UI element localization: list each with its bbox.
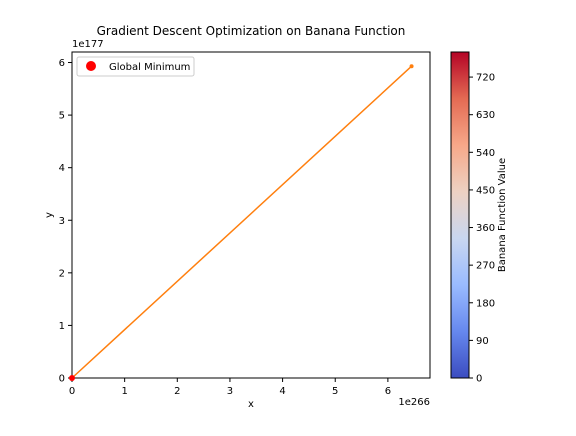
legend-marker-global-minimum: [86, 61, 96, 71]
x-tick-label: 4: [279, 386, 285, 397]
legend-box: [76, 56, 195, 77]
colorbar-tick-label: 450: [476, 185, 495, 196]
x-tick-label: 0: [69, 386, 75, 397]
colorbar-tick-label: 720: [476, 73, 495, 84]
global-minimum-point: [69, 375, 75, 381]
y-tick-label: 5: [59, 111, 65, 122]
colorbar-frame: [450, 51, 470, 379]
legend: Global Minimum: [76, 56, 195, 77]
x-axis-label: x: [248, 399, 254, 410]
x-tick-label: 2: [174, 386, 180, 397]
colorbar-gradient: [451, 52, 469, 378]
colorbar-tick-label: 360: [476, 223, 495, 234]
series-line: [71, 65, 413, 379]
x-axis-ticks: 0 1 2 3 4 5 6: [69, 378, 391, 397]
colorbar-tick-label: 0: [476, 374, 482, 385]
x-offset-text: 1e266: [398, 397, 430, 408]
colorbar-tick-label: 630: [476, 110, 495, 121]
x-tick-label: 3: [227, 386, 233, 397]
colorbar-tick-label: 180: [476, 298, 495, 309]
y-tick-label: 0: [59, 374, 65, 385]
y-axis-ticks: 0 1 2 3 4 5 6: [59, 58, 72, 385]
colorbar-tick-label: 90: [476, 336, 489, 347]
colorbar-label: Banana Function Value: [497, 158, 508, 272]
y-axis-label: y: [44, 212, 55, 218]
series-point: [409, 64, 414, 69]
colorbar-ticks: 0 90 180 270 360 450 540 630 720: [469, 73, 495, 385]
x-tick-label: 1: [121, 386, 127, 397]
y-tick-label: 2: [59, 268, 65, 279]
colorbar: 0 90 180 270 360 450 540 630 720 Banana Function…: [450, 51, 508, 385]
colorbar-tick-label: 270: [476, 261, 495, 272]
colorbar-tick-label: 540: [476, 148, 495, 159]
legend-label-global-minimum: Global Minimum: [109, 62, 190, 73]
y-offset-text: 1e177: [72, 39, 104, 50]
y-tick-label: 4: [59, 163, 65, 174]
x-tick-label: 5: [332, 386, 338, 397]
y-tick-label: 3: [59, 216, 65, 227]
y-tick-label: 1: [59, 321, 65, 332]
y-tick-label: 6: [59, 58, 65, 69]
chart-title: Gradient Descent Optimization on Banana …: [97, 24, 406, 38]
x-tick-label: 6: [385, 386, 391, 397]
scatter-layer: [69, 375, 75, 381]
